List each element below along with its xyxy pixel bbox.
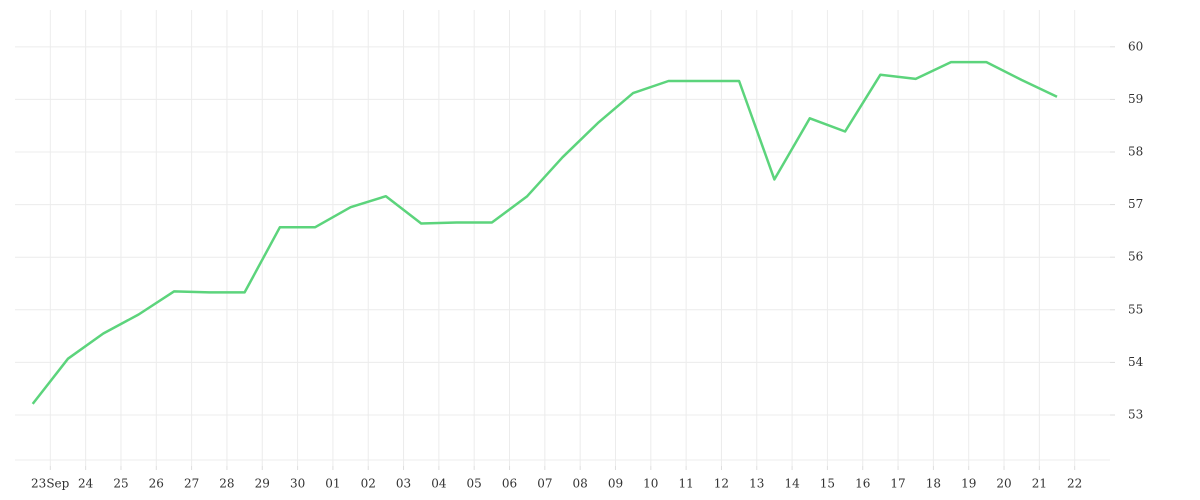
x-tick-label: 30	[290, 477, 305, 491]
x-tick-label: 24	[78, 477, 94, 491]
x-tick-label: 20	[996, 477, 1011, 491]
x-tick-label: 11	[678, 477, 693, 491]
y-tick-label: 56	[1128, 250, 1143, 264]
x-tick-label: 14	[784, 477, 800, 491]
x-tick-label: 08	[573, 477, 588, 491]
x-tick-label: 23	[31, 477, 46, 491]
y-tick-label: 54	[1128, 355, 1144, 369]
y-tick-label: 55	[1128, 302, 1143, 316]
y-tick-label: 53	[1128, 407, 1143, 421]
x-tick-label: 22	[1067, 477, 1082, 491]
y-tick-label: 58	[1128, 145, 1143, 159]
y-tick-label: 59	[1128, 92, 1143, 106]
x-tick-label: 27	[184, 477, 199, 491]
x-tick-label: 17	[890, 477, 905, 491]
x-tick-label: 26	[149, 477, 164, 491]
x-tick-label: 05	[467, 477, 482, 491]
x-tick-label: 25	[113, 477, 128, 491]
x-tick-label: 21	[1032, 477, 1047, 491]
x-tick-label: 18	[926, 477, 941, 491]
y-tick-label: 57	[1128, 197, 1143, 211]
x-tick-label: 07	[537, 477, 552, 491]
x-tick-label: 03	[396, 477, 411, 491]
x-tick-label: 16	[855, 477, 870, 491]
data-line	[31, 60, 1058, 405]
y-tick-label: 60	[1128, 39, 1143, 53]
x-tick-label: 01	[325, 477, 340, 491]
x-tick-label: 10	[643, 477, 658, 491]
x-tick-label: 09	[608, 477, 623, 491]
x-tick-label: 02	[361, 477, 376, 491]
x-tick-label: 06	[502, 477, 517, 491]
x-tick-label: 15	[820, 477, 835, 491]
x-tick-label: 19	[961, 477, 976, 491]
x-tick-label: 12	[714, 477, 729, 491]
x-tick-label: 13	[749, 477, 764, 491]
x-tick-label: 28	[219, 477, 234, 491]
x-month-label: Sep	[46, 477, 69, 491]
x-tick-label: 29	[255, 477, 270, 491]
x-tick-label: 04	[431, 477, 447, 491]
